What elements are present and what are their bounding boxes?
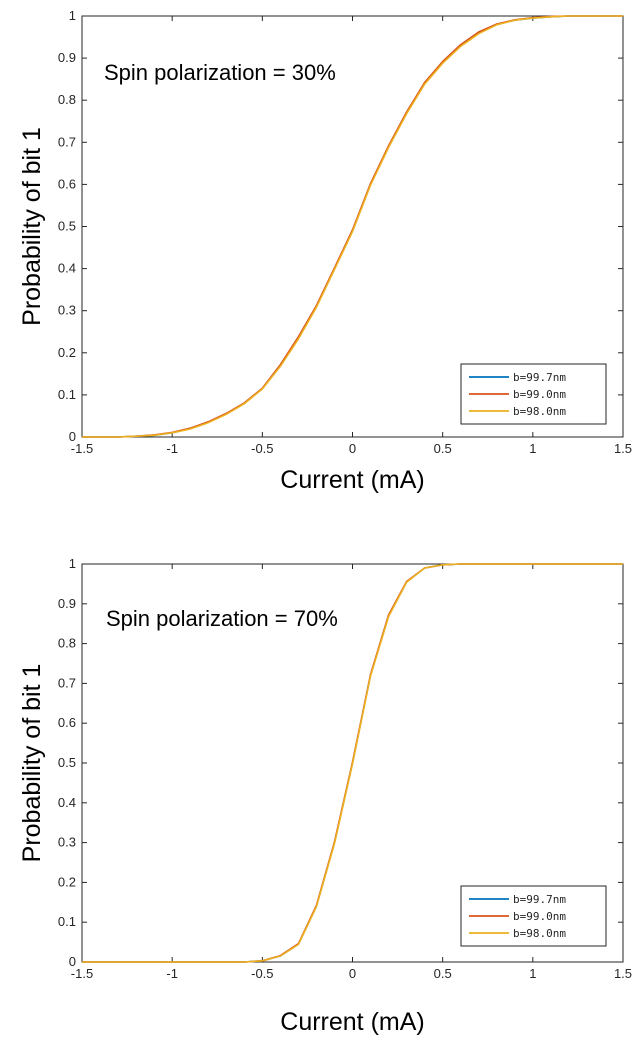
y-tick-label: 0.8 [58,636,76,651]
y-tick-label: 1 [69,556,76,571]
x-tick-label: -0.5 [251,441,273,456]
legend-entry: b=98.0nm [513,927,566,940]
x-tick-label: -1 [166,966,178,981]
y-tick-label: 0.6 [58,715,76,730]
x-tick-label: 0 [349,966,356,981]
series-line-b=98.0nm [82,563,623,963]
legend: b=99.7nm b=99.0nm b=98.0nm [460,363,607,425]
y-tick-label: 0.7 [58,134,76,149]
y-tick-label: 0.5 [58,219,76,234]
plot-area: -1.5 -1 -0.5 0 0.5 1 1.5 0 0.1 0.2 0.3 0.4 0.5 0.6 0.7… [18,8,632,494]
annotation: Spin polarization = 30% [104,60,336,85]
y-tick-label: 1 [69,8,76,23]
y-tick-label: 0.2 [58,874,76,889]
y-axis-label: Probability of bit 1 [18,127,46,326]
y-tick-label: 0.5 [58,755,76,770]
y-tick-label: 0.2 [58,345,76,360]
y-tick-label: 0.8 [58,92,76,107]
x-axis-label: Current (mA) [280,466,424,494]
x-tick-label: 1 [529,441,536,456]
chart-spin-70: -1.5 -1 -0.5 0 0.5 1 1.5 0 0.1 0.2 0.3 0.4 0.5 0.6 0.7… [18,556,632,1036]
x-tick-label: 0.5 [434,441,452,456]
y-tick-label: 0.4 [58,261,76,276]
x-tick-label: -0.5 [251,966,273,981]
legend-entry: b=98.0nm [513,405,566,418]
y-tick-label: 0.3 [58,835,76,850]
legend-entry: b=99.7nm [513,893,566,906]
y-tick-label: 0 [69,429,76,444]
x-tick-label: 1.5 [614,441,632,456]
series-line-b=98.0nm [82,15,623,438]
x-axis-label: Current (mA) [280,1008,424,1036]
y-tick-label: 0.9 [58,50,76,65]
legend-entry: b=99.0nm [513,388,566,401]
chart-spin-30: -1.5 -1 -0.5 0 0.5 1 1.5 0 0.1 0.2 0.3 0.4 0.5 0.6 0.7… [18,8,632,494]
annotation: Spin polarization = 70% [106,606,338,631]
legend-entry: b=99.0nm [513,910,566,923]
x-tick-label: 0.5 [434,966,452,981]
x-tick-label: 1 [529,966,536,981]
plot-area: -1.5 -1 -0.5 0 0.5 1 1.5 0 0.1 0.2 0.3 0.4 0.5 0.6 0.7… [18,556,632,1036]
x-tick-label: -1 [166,441,178,456]
x-tick-label: -1.5 [71,441,93,456]
y-tick-label: 0.1 [58,914,76,929]
y-tick-label: 0.7 [58,675,76,690]
y-tick-label: 0.6 [58,176,76,191]
y-tick-label: 0 [69,954,76,969]
legend-entry: b=99.7nm [513,371,566,384]
x-tick-label: 1.5 [614,966,632,981]
x-tick-label: 0 [349,441,356,456]
x-tick-label: -1.5 [71,966,93,981]
y-tick-label: 0.3 [58,303,76,318]
legend: b=99.7nm b=99.0nm b=98.0nm [460,885,607,947]
y-tick-label: 0.4 [58,795,76,810]
y-tick-label: 0.1 [58,387,76,402]
y-axis-label: Probability of bit 1 [18,664,46,863]
y-tick-label: 0.9 [58,596,76,611]
